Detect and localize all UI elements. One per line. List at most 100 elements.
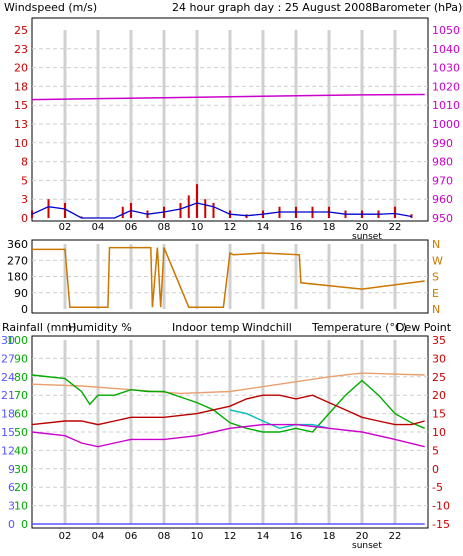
graph-title: 24 hour graph day : 25 August 2008 (172, 1, 372, 14)
temp-hum-right-tick: -10 (432, 500, 450, 513)
barometer-line (31, 93, 425, 101)
temp-hum-hour-tick: 06 (125, 531, 138, 542)
indoor-temp-label: Indoor temp (172, 321, 239, 334)
temp-hum-left2-tick: 0 (8, 518, 15, 531)
windchill-label: Windchill (242, 321, 292, 334)
sunset-label-top: sunset (352, 232, 382, 242)
wind-baro-hour-tick: 10 (191, 222, 204, 233)
wind-baro-left-tick: 20 (14, 62, 28, 75)
wind-baro-hour-tick: 18 (323, 222, 336, 233)
temp-hum-hour-tick: 18 (323, 531, 336, 542)
wind-baro-hour-tick: 12 (224, 222, 237, 233)
temp-hum-hour-tick: 20 (356, 531, 369, 542)
temp-hum-right-tick: 5 (432, 444, 439, 457)
wind-baro-left-tick: 3 (21, 193, 28, 206)
direction-left-tick: 360 (7, 238, 28, 251)
temp-hum-right-tick: 0 (432, 463, 439, 476)
wind-average-line (31, 202, 412, 219)
temp-hum-left2-tick: 18 (1, 408, 15, 421)
temp-hum-right-tick: 25 (432, 371, 446, 384)
wind-baro-left-tick: 25 (14, 24, 28, 37)
temp-hum-left-tick: 30 (14, 463, 28, 476)
wind-baro-hour-tick: 22 (389, 222, 402, 233)
temp-hum-hour-tick: 08 (158, 531, 171, 542)
wind-direction-line (32, 246, 425, 308)
dew-line (31, 423, 425, 448)
wind-baro-hour-tick: 02 (59, 222, 72, 233)
temp-hum-left-tick: 90 (14, 352, 28, 365)
temp-hum-right-tick: 15 (432, 408, 446, 421)
direction-right-tick: N (432, 238, 440, 251)
wind-baro-right-tick: 1020 (432, 80, 460, 93)
wind-baro-right-tick: 1030 (432, 62, 460, 75)
wind-baro-right-tick: 980 (432, 156, 453, 169)
dew-point-label: Dew Point (396, 321, 452, 334)
wind-baro-left-tick: 23 (14, 43, 28, 56)
wind-baro-hour-tick: 20 (356, 222, 369, 233)
direction-right-tick: S (432, 271, 439, 284)
temp-hum-hour-tick: 12 (224, 531, 237, 542)
temp-hum-hour-tick: 14 (257, 531, 270, 542)
direction-left-tick: 270 (7, 254, 28, 267)
temp-hum-left-tick: 80 (14, 371, 28, 384)
wind-baro-right-tick: 1040 (432, 43, 460, 56)
temp-hum-right-tick: 30 (432, 352, 446, 365)
temp-hum-hour-tick: 04 (92, 531, 105, 542)
wind-baro-right-tick: 1000 (432, 118, 460, 131)
temp-hum-left2-tick: 24 (1, 371, 15, 384)
temp-hum-hour-tick: 02 (59, 531, 72, 542)
temp-hum-left-tick: 10 (14, 500, 28, 513)
wind-baro-left-tick: 5 (21, 174, 28, 187)
direction-right-tick: N (432, 303, 440, 316)
wind-baro-right-tick: 1050 (432, 24, 460, 37)
direction-left-tick: 90 (14, 287, 28, 300)
temp-hum-right-tick: 35 (432, 334, 446, 347)
wind-baro-left-tick: 0 (21, 212, 28, 225)
temp-hum-left-tick: 40 (14, 444, 28, 457)
temp-line (31, 394, 425, 426)
temp-hum-left-tick: 0 (21, 518, 28, 531)
wind-baro-left-tick: 8 (21, 156, 28, 169)
temp-hum-left2-tick: 12 (1, 444, 15, 457)
hum-line (31, 374, 425, 433)
temp-hum-left-tick: 100 (7, 334, 28, 347)
temp-hum-left2-tick: 3 (8, 500, 15, 513)
temp-hum-left2-tick: 21 (1, 389, 15, 402)
wind-baro-right-tick: 950 (432, 212, 453, 225)
temp-hum-left-tick: 60 (14, 408, 28, 421)
temp-hum-right-tick: -15 (432, 518, 450, 531)
wind-baro-hour-tick: 08 (158, 222, 171, 233)
rainfall-label: Rainfall (mm) (2, 321, 76, 334)
temp-hum-left2-tick: 15 (1, 426, 15, 439)
wind-baro-left-tick: 13 (14, 118, 28, 131)
temp-hum-left-tick: 70 (14, 389, 28, 402)
temp-hum-left2-tick: 30 (1, 334, 15, 347)
direction-left-tick: 180 (7, 271, 28, 284)
temp-hum-left2-tick: 27 (1, 352, 15, 365)
direction-left-tick: 0 (21, 303, 28, 316)
temp-hum-left-tick: 20 (14, 481, 28, 494)
temp-hum-hour-tick: 22 (389, 531, 402, 542)
wind-baro-right-tick: 1010 (432, 99, 460, 112)
temp-hum-right-tick: 20 (432, 389, 446, 402)
wind-baro-hour-tick: 04 (92, 222, 105, 233)
wind-baro-hour-tick: 06 (125, 222, 138, 233)
wind-baro-right-tick: 960 (432, 193, 453, 206)
temperature-label: Temperature (°C) (311, 321, 407, 334)
direction-right-tick: W (432, 254, 443, 267)
wind-baro-left-tick: 18 (14, 80, 28, 93)
sunset-label-bottom: sunset (352, 541, 382, 551)
temp-hum-hour-tick: 10 (191, 531, 204, 542)
wind-baro-hour-tick: 14 (257, 222, 270, 233)
wind-baro-left-tick: 15 (14, 99, 28, 112)
humidity-label: Humidity % (68, 321, 132, 334)
wind-baro-left-tick: 10 (14, 137, 28, 150)
direction-right-tick: E (432, 287, 439, 300)
windspeed-axis-label: Windspeed (m/s) (4, 1, 97, 14)
temp-hum-left2-tick: 6 (8, 481, 15, 494)
temp-hum-right-tick: 10 (432, 426, 446, 439)
temp-hum-left2-tick: 9 (8, 463, 15, 476)
wind-baro-right-tick: 970 (432, 174, 453, 187)
indoor-line (31, 372, 425, 395)
